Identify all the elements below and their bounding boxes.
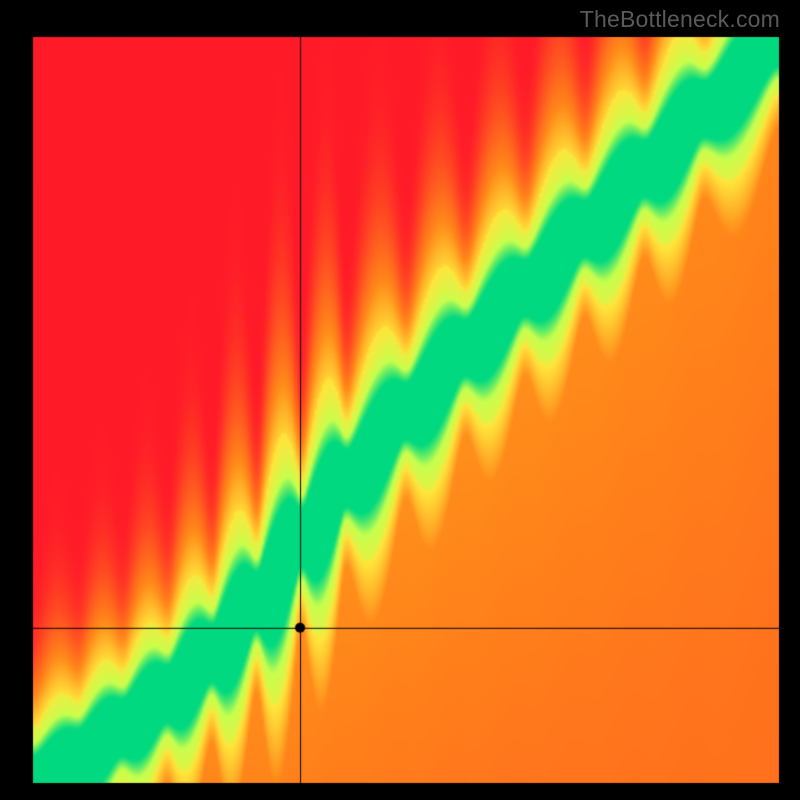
watermark: TheBottleneck.com (580, 6, 780, 33)
bottleneck-heatmap-canvas (0, 0, 800, 800)
